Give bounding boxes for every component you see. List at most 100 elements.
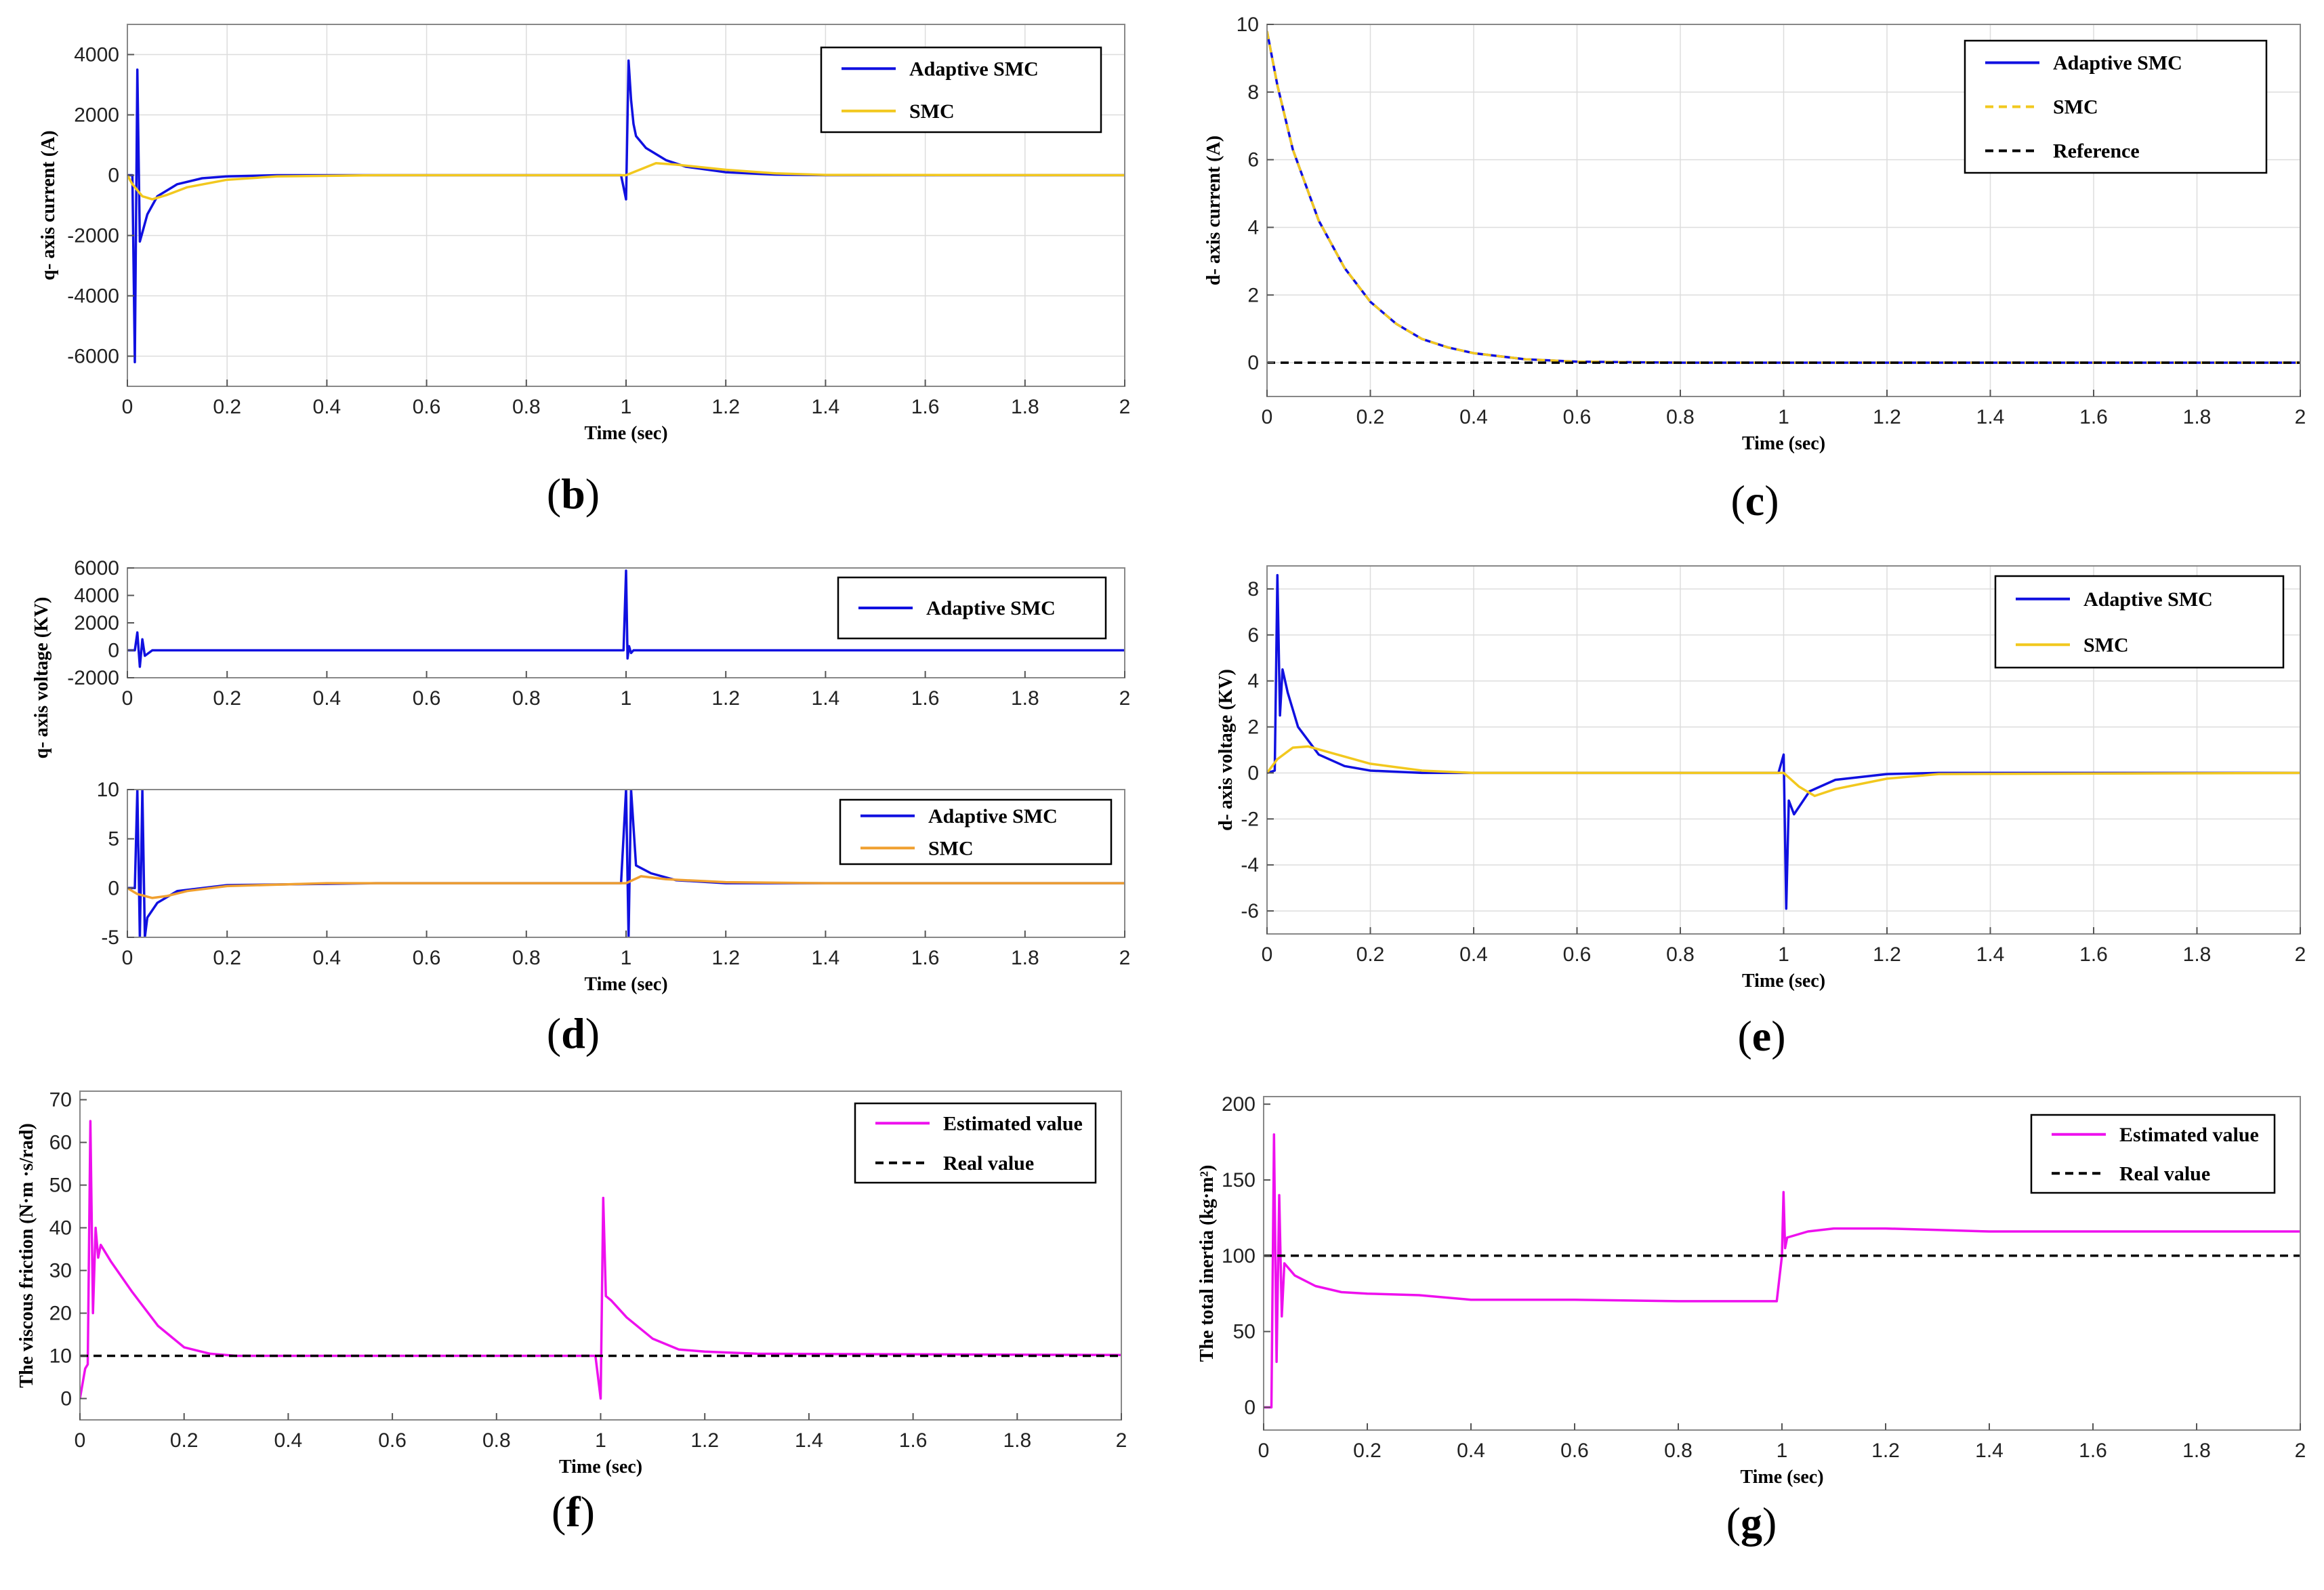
y-tick-label: -2000 xyxy=(67,667,119,689)
legend-box xyxy=(2030,1114,2276,1194)
x-tick-label: 0 xyxy=(122,687,133,710)
y-tick-label: 0 xyxy=(1247,352,1259,374)
panel-label: (g) xyxy=(1726,1499,1777,1547)
x-tick-label: 1.8 xyxy=(1011,687,1039,710)
y-tick-label: 6 xyxy=(1247,149,1259,171)
x-tick-label: 1.2 xyxy=(1871,1440,1900,1462)
y-tick-label: -2000 xyxy=(67,225,119,247)
x-tick-label: 1.8 xyxy=(1011,947,1039,969)
legend-label: Estimated value xyxy=(943,1112,1083,1135)
x-tick-label: 1.8 xyxy=(2183,406,2212,428)
x-tick-label: 1.6 xyxy=(911,687,940,710)
series-line-smc xyxy=(1267,30,2300,364)
x-tick-label: 0.6 xyxy=(1563,943,1592,966)
legend: Adaptive SMC SMC xyxy=(839,798,1113,865)
y-tick-label: 0 xyxy=(108,640,119,662)
legend-label: Adaptive SMC xyxy=(909,58,1039,80)
x-tick-label: 1.2 xyxy=(1873,943,1901,966)
x-axis-label: Time (sec) xyxy=(559,1456,642,1477)
x-tick-label: 2 xyxy=(2295,943,2306,966)
y-tick-label: 0 xyxy=(60,1388,72,1410)
chart-d_top: 0 0.2 0.4 0.6 0.8 1 1.2 1.4 1.6 1.8 2-200002000400… xyxy=(67,557,1130,710)
x-tick-label: 0.2 xyxy=(213,687,241,710)
y-tick-label: 40 xyxy=(49,1217,72,1240)
y-tick-label: 2 xyxy=(1247,284,1259,306)
x-axis-label: Time (sec) xyxy=(584,974,667,995)
y-axis-label: d- axis voltage (KV) xyxy=(1216,669,1237,831)
series-line-smc xyxy=(127,875,1125,899)
y-tick-label: -5 xyxy=(101,926,119,949)
legend-label: SMC xyxy=(2053,96,2098,119)
panel-label: (c) xyxy=(1730,476,1779,525)
x-tick-label: 1.2 xyxy=(690,1429,719,1452)
x-axis-label: Time (sec) xyxy=(1742,433,1825,454)
y-axis-label: d- axis current (A) xyxy=(1203,136,1224,285)
x-tick-label: 1.4 xyxy=(812,947,840,969)
x-tick-label: 1.6 xyxy=(911,947,940,969)
y-tick-label: 150 xyxy=(1222,1169,1256,1191)
y-tick-label: 50 xyxy=(1233,1321,1256,1343)
y-tick-label: 2 xyxy=(1247,716,1259,739)
x-tick-label: 1.4 xyxy=(1976,943,2005,966)
legend-label: Adaptive SMC xyxy=(2053,52,2182,75)
x-tick-label: 1.4 xyxy=(795,1429,823,1452)
y-tick-label: 4000 xyxy=(74,585,119,607)
y-tick-label: 20 xyxy=(49,1303,72,1325)
y-tick-label: 60 xyxy=(49,1132,72,1154)
x-tick-label: 1 xyxy=(621,396,632,418)
series-line-estimated-value xyxy=(80,1120,1121,1400)
legend-label: Real value xyxy=(943,1152,1034,1175)
y-tick-label: 50 xyxy=(49,1175,72,1197)
y-tick-label: 10 xyxy=(1237,14,1259,36)
x-tick-label: 1 xyxy=(1778,943,1789,966)
chart-b: 0 0.2 0.4 0.6 0.8 1 1.2 1.4 1.6 1.8 2 -6000 -4000 -20… xyxy=(38,24,1130,518)
x-tick-label: 0.2 xyxy=(1356,406,1385,428)
y-tick-label: 0 xyxy=(108,877,119,899)
x-tick-label: 0.2 xyxy=(170,1429,199,1452)
chart-f: 0 0.2 0.4 0.6 0.8 1 1.2 1.4 1.6 1.8 20102030405060… xyxy=(16,1089,1127,1536)
y-tick-label: 70 xyxy=(49,1089,72,1112)
y-axis-label: The viscous friction (N·m ·s/rad) xyxy=(16,1123,37,1387)
x-tick-label: 0 xyxy=(75,1429,86,1452)
legend-box xyxy=(820,46,1102,134)
x-tick-label: 1 xyxy=(1777,1440,1788,1462)
panel-label: (e) xyxy=(1737,1012,1785,1060)
x-tick-label: 0.6 xyxy=(413,396,441,418)
x-tick-label: 0 xyxy=(122,396,133,418)
x-tick-label: 1 xyxy=(621,947,632,969)
legend-label: Reference xyxy=(2053,140,2140,163)
x-tick-label: 0.6 xyxy=(1560,1440,1589,1462)
x-tick-label: 2 xyxy=(1119,687,1131,710)
y-tick-label: 2000 xyxy=(74,612,119,634)
y-tick-label: 4 xyxy=(1247,670,1259,693)
y-tick-label: 6 xyxy=(1247,624,1259,647)
x-tick-label: 2 xyxy=(1119,396,1131,418)
legend-box xyxy=(854,1102,1097,1184)
x-tick-label: 1.6 xyxy=(911,396,940,418)
x-tick-label: 2 xyxy=(2295,1440,2306,1462)
legend-label: SMC xyxy=(909,100,955,123)
x-tick-label: 0.4 xyxy=(274,1429,303,1452)
chart-g: 0 0.2 0.4 0.6 0.8 1 1.2 1.4 1.6 1.8 2 0 50 100 150 200 T… xyxy=(1197,1093,2306,1547)
x-axis-label: Time (sec) xyxy=(584,423,667,444)
x-tick-label: 1.2 xyxy=(711,687,740,710)
x-tick-label: 0.6 xyxy=(413,947,441,969)
y-tick-label: 0 xyxy=(1247,762,1259,784)
legend-box xyxy=(839,798,1113,865)
legend-label: Estimated value xyxy=(2119,1124,2259,1146)
legend-label: SMC xyxy=(2083,634,2129,656)
x-axis-label: Time (sec) xyxy=(1740,1467,1823,1488)
legend-label: Adaptive SMC xyxy=(928,805,1058,828)
y-axis-label: q- axis current (A) xyxy=(38,130,59,280)
x-tick-label: 0.8 xyxy=(482,1429,511,1452)
x-tick-label: 1.2 xyxy=(711,396,740,418)
y-tick-label: 8 xyxy=(1247,81,1259,104)
x-tick-label: 0.2 xyxy=(1356,943,1385,966)
x-tick-label: 1.6 xyxy=(2079,406,2108,428)
x-tick-label: 1.4 xyxy=(812,687,840,710)
x-tick-label: 1.6 xyxy=(2079,1440,2107,1462)
x-tick-label: 1.6 xyxy=(2079,943,2108,966)
panel-label: (f) xyxy=(552,1488,595,1536)
x-tick-label: 0.8 xyxy=(1666,943,1695,966)
